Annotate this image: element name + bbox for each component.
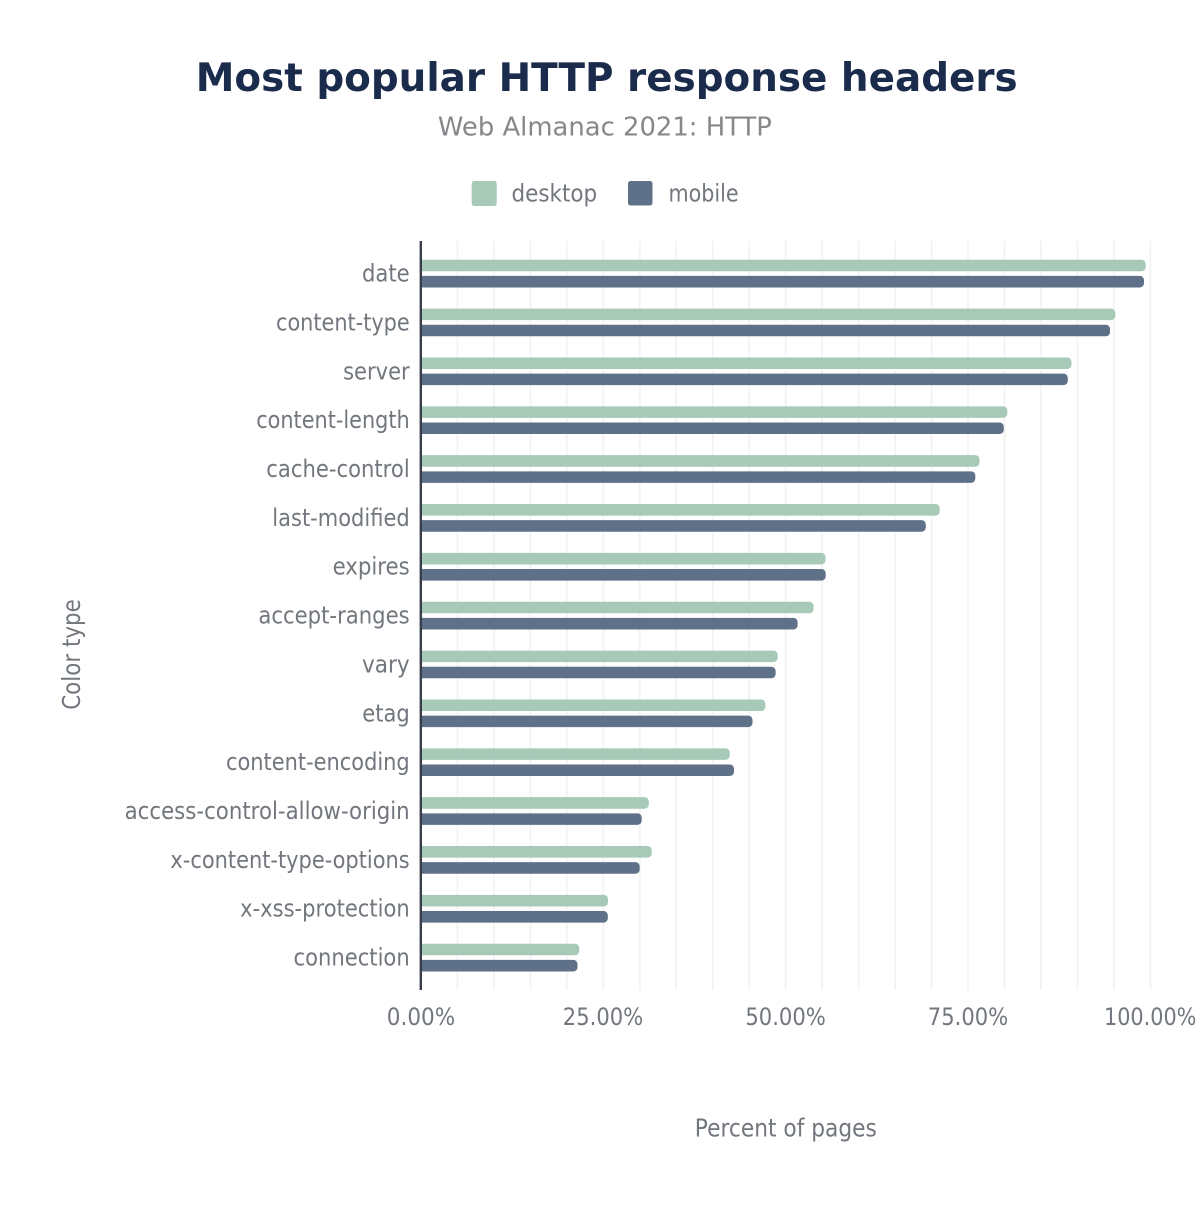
- svg-text:Color type: Color type: [57, 599, 86, 710]
- svg-text:Web Almanac 2021: HTTP: Web Almanac 2021: HTTP: [438, 113, 772, 143]
- svg-text:cache-control: cache-control: [266, 455, 409, 483]
- svg-text:25.00%: 25.00%: [563, 1003, 643, 1031]
- svg-text:connection: connection: [294, 944, 410, 972]
- svg-text:x-xss-protection: x-xss-protection: [240, 895, 410, 923]
- svg-text:etag: etag: [362, 699, 409, 727]
- svg-text:last-modified: last-modified: [272, 504, 409, 532]
- svg-text:content-type: content-type: [276, 309, 410, 337]
- svg-text:content-length: content-length: [256, 406, 410, 434]
- svg-text:x-content-type-options: x-content-type-options: [170, 846, 409, 874]
- svg-text:Percent of pages: Percent of pages: [695, 1114, 877, 1143]
- svg-text:vary: vary: [362, 651, 410, 679]
- svg-text:100.00%: 100.00%: [1104, 1003, 1196, 1031]
- svg-text:mobile: mobile: [669, 179, 739, 207]
- svg-text:expires: expires: [333, 553, 410, 581]
- svg-text:50.00%: 50.00%: [745, 1003, 825, 1031]
- svg-text:server: server: [343, 357, 410, 385]
- svg-text:accept-ranges: accept-ranges: [258, 602, 409, 630]
- svg-text:Most popular HTTP response hea: Most popular HTTP response headers: [196, 56, 1018, 101]
- svg-text:desktop: desktop: [512, 179, 598, 207]
- svg-text:date: date: [362, 260, 410, 288]
- svg-text:75.00%: 75.00%: [928, 1003, 1008, 1031]
- svg-text:access-control-allow-origin: access-control-allow-origin: [125, 797, 410, 825]
- svg-text:content-encoding: content-encoding: [226, 748, 410, 776]
- svg-text:0.00%: 0.00%: [387, 1003, 455, 1031]
